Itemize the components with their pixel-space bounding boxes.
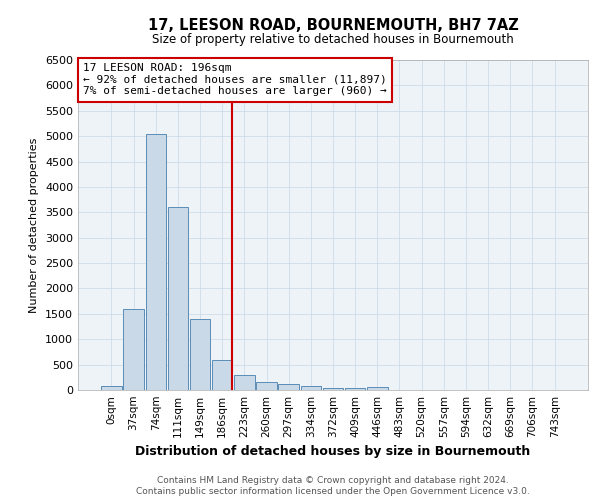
Text: 17, LEESON ROAD, BOURNEMOUTH, BH7 7AZ: 17, LEESON ROAD, BOURNEMOUTH, BH7 7AZ — [148, 18, 518, 32]
Y-axis label: Number of detached properties: Number of detached properties — [29, 138, 40, 312]
Bar — [301, 386, 321, 390]
Text: Contains HM Land Registry data © Crown copyright and database right 2024.: Contains HM Land Registry data © Crown c… — [157, 476, 509, 485]
Text: Contains public sector information licensed under the Open Government Licence v3: Contains public sector information licen… — [136, 488, 530, 496]
Bar — [256, 382, 277, 390]
Bar — [212, 360, 232, 390]
Bar — [367, 387, 388, 390]
Text: Size of property relative to detached houses in Bournemouth: Size of property relative to detached ho… — [152, 32, 514, 46]
Bar — [234, 375, 254, 390]
Bar — [323, 388, 343, 390]
Bar — [190, 319, 210, 390]
Bar — [278, 384, 299, 390]
Bar — [345, 388, 365, 390]
Text: 17 LEESON ROAD: 196sqm
← 92% of detached houses are smaller (11,897)
7% of semi-: 17 LEESON ROAD: 196sqm ← 92% of detached… — [83, 64, 387, 96]
Bar — [124, 309, 144, 390]
Bar — [101, 386, 122, 390]
Bar — [146, 134, 166, 390]
Bar — [167, 207, 188, 390]
X-axis label: Distribution of detached houses by size in Bournemouth: Distribution of detached houses by size … — [136, 446, 530, 458]
